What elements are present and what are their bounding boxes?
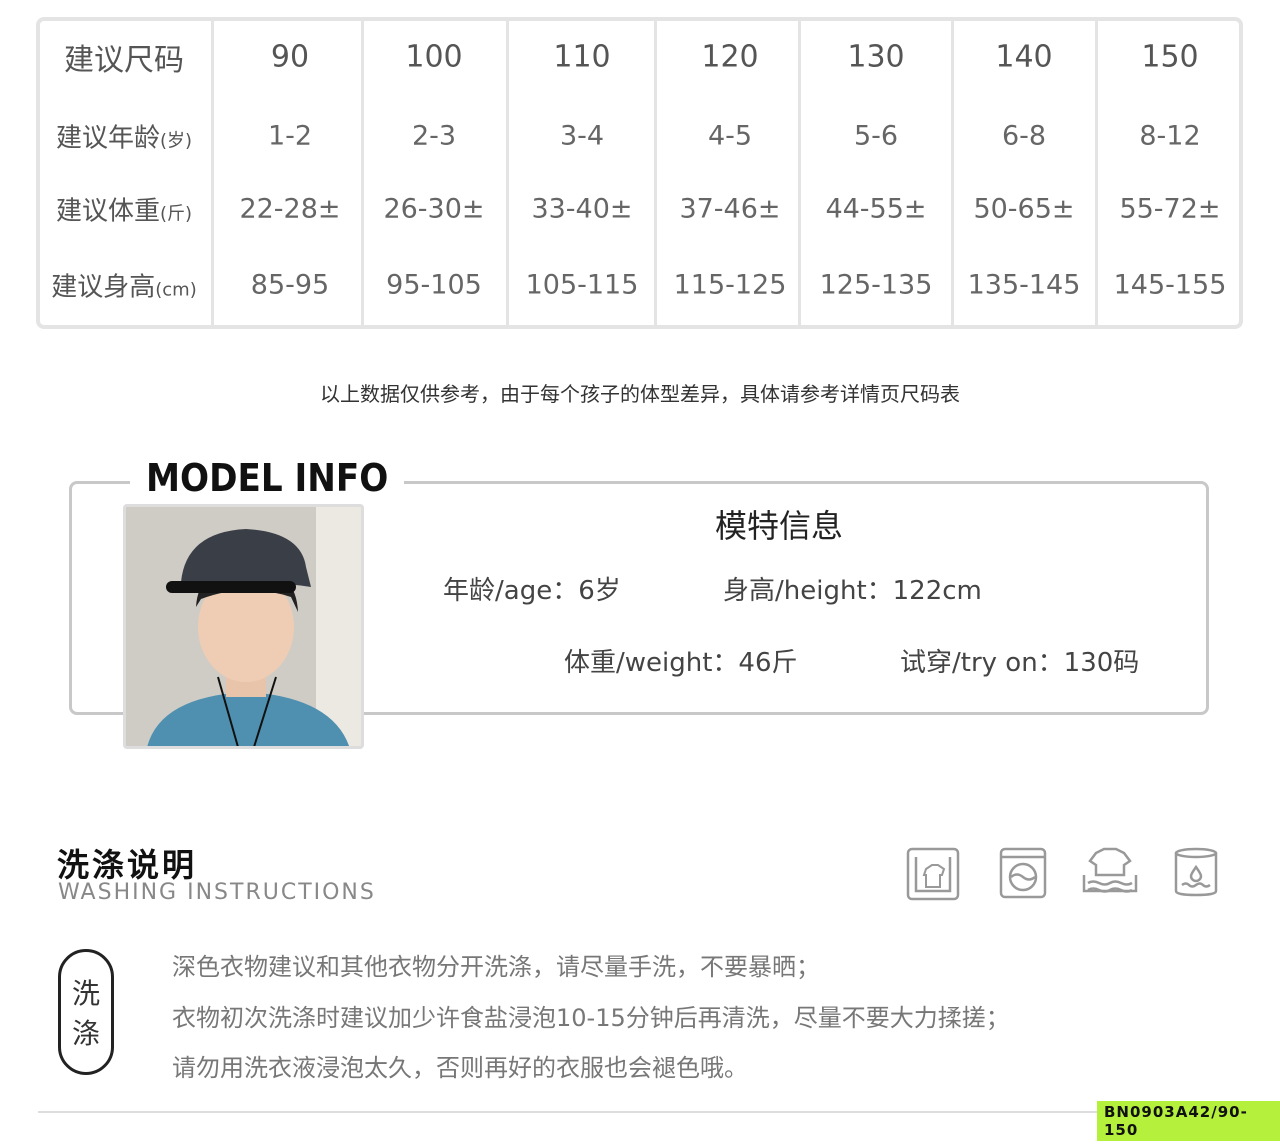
- column-divider: [798, 21, 801, 325]
- cell-size: 120: [701, 39, 759, 75]
- cell-height: 115-125: [673, 269, 787, 301]
- washing-badge-text: 洗涤: [71, 977, 100, 1050]
- cell-size: 140: [995, 39, 1053, 75]
- cell-age: 2-3: [411, 120, 457, 152]
- model-photo: [123, 504, 364, 749]
- model-info-title: MODEL INFO: [130, 456, 405, 500]
- row-label: 建议年龄(岁): [56, 118, 192, 155]
- row-label-unit: (斤): [159, 203, 193, 225]
- cell-age: 4-5: [707, 120, 753, 152]
- cell-height: 105-115: [525, 269, 639, 301]
- divider: [38, 1111, 1098, 1113]
- cell-size: 90: [270, 39, 310, 75]
- cell-size: 150: [1141, 39, 1199, 75]
- column-divider: [506, 21, 509, 325]
- model-info-box: [69, 481, 1209, 715]
- row-label-unit: (岁): [159, 130, 193, 152]
- washing-machine-icon: [999, 847, 1047, 899]
- model-try-on: 试穿/try on：130码: [900, 648, 1140, 678]
- cell-height: 135-145: [967, 269, 1081, 301]
- model-info-heading: 模特信息: [715, 507, 844, 545]
- washing-title: 洗涤说明: [57, 846, 198, 884]
- row-label-text: 建议体重: [55, 196, 160, 227]
- cell-height: 95-105: [386, 269, 482, 301]
- washing-subtitle: WASHING INSTRUCTIONS: [58, 880, 376, 905]
- washing-badge: 洗涤: [58, 949, 114, 1075]
- cell-age: 6-8: [1001, 120, 1047, 152]
- model-height: 身高/height：122cm: [723, 576, 982, 606]
- cell-age: 5-6: [853, 120, 899, 152]
- model-age: 年龄/age：6岁: [443, 576, 621, 606]
- row-label: 建议尺码: [64, 35, 184, 79]
- cell-height: 85-95: [250, 269, 330, 301]
- row-label-text: 建议年龄: [55, 123, 160, 154]
- cell-weight: 26-30±: [383, 193, 485, 225]
- row-label-text: 建议尺码: [64, 43, 184, 78]
- cell-size: 100: [405, 39, 463, 75]
- cell-height: 125-135: [819, 269, 933, 301]
- row-label-unit: (cm): [155, 279, 197, 301]
- column-divider: [1095, 21, 1098, 325]
- cell-size: 110: [553, 39, 611, 75]
- row-label: 建议体重(斤): [56, 191, 192, 228]
- size-table: 建议尺码建议年龄(岁) 建议体重(斤) 建议身高(cm) 90 1-2 22-28± 85-…: [36, 17, 1243, 329]
- washing-line-3: 请勿用洗衣液浸泡太久，否则再好的衣服也会褪色哦。: [172, 1054, 748, 1082]
- water-container-icon: [1174, 847, 1218, 897]
- washing-line-2: 衣物初次洗涤时建议加少许食盐浸泡10-15分钟后再清洗，尽量不要大力揉搓；: [172, 1004, 1010, 1032]
- cell-height: 145-155: [1113, 269, 1227, 301]
- model-weight: 体重/weight：46斤: [564, 648, 798, 678]
- row-label-text: 建议身高: [51, 272, 156, 303]
- cell-age: 1-2: [267, 120, 313, 152]
- cell-age: 3-4: [559, 120, 605, 152]
- size-note: 以上数据仅供参考，由于每个孩子的体型差异，具体请参考详情页尺码表: [320, 382, 960, 406]
- cell-weight: 50-65±: [973, 193, 1075, 225]
- washing-line-1: 深色衣物建议和其他衣物分开洗涤，请尽量手洗，不要暴晒；: [172, 953, 820, 981]
- cell-age: 8-12: [1139, 120, 1201, 152]
- cell-size: 130: [847, 39, 905, 75]
- soak-icon: [1082, 847, 1138, 893]
- row-label: 建议身高(cm): [51, 267, 197, 304]
- column-divider: [951, 21, 954, 325]
- cell-weight: 37-46±: [679, 193, 781, 225]
- column-divider: [211, 21, 214, 325]
- product-code: BN0903A42/90-150: [1097, 1101, 1280, 1141]
- hand-wash-icon: [906, 847, 960, 901]
- cell-weight: 33-40±: [531, 193, 633, 225]
- cell-weight: 55-72±: [1119, 193, 1221, 225]
- column-divider: [654, 21, 657, 325]
- column-divider: [361, 21, 364, 325]
- cell-weight: 44-55±: [825, 193, 927, 225]
- cell-weight: 22-28±: [239, 193, 341, 225]
